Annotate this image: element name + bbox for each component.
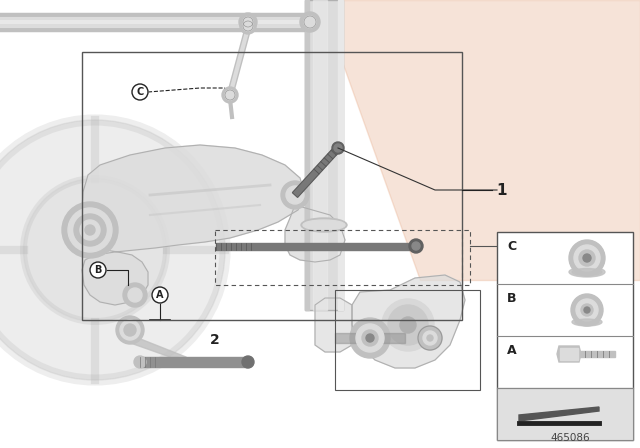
Bar: [335, 290, 480, 390]
Circle shape: [579, 250, 595, 266]
Polygon shape: [140, 357, 248, 367]
Polygon shape: [82, 145, 305, 305]
Circle shape: [240, 18, 256, 34]
Circle shape: [581, 304, 593, 316]
Ellipse shape: [575, 319, 599, 325]
Bar: [305, 0, 343, 310]
Circle shape: [116, 316, 144, 344]
Circle shape: [569, 240, 605, 276]
Polygon shape: [285, 205, 345, 262]
Polygon shape: [122, 338, 186, 367]
Ellipse shape: [301, 218, 347, 232]
Circle shape: [576, 299, 598, 321]
Circle shape: [239, 13, 257, 31]
Polygon shape: [557, 346, 581, 362]
Circle shape: [243, 21, 253, 31]
Circle shape: [225, 90, 235, 100]
Circle shape: [62, 202, 118, 258]
Ellipse shape: [572, 268, 602, 276]
Text: 1: 1: [496, 182, 506, 198]
Bar: [305, 0, 343, 310]
Bar: [313, 0, 327, 310]
Circle shape: [334, 144, 342, 152]
Bar: [497, 232, 633, 440]
Circle shape: [332, 142, 344, 154]
Circle shape: [242, 356, 254, 368]
Bar: [82, 52, 462, 320]
Circle shape: [286, 186, 304, 204]
Polygon shape: [216, 242, 412, 250]
Circle shape: [412, 242, 420, 250]
Circle shape: [571, 294, 603, 326]
Polygon shape: [352, 275, 465, 368]
Bar: [215, 230, 470, 285]
Circle shape: [300, 12, 320, 32]
Polygon shape: [320, 0, 640, 280]
Circle shape: [418, 326, 442, 350]
Circle shape: [409, 239, 423, 253]
Text: 2: 2: [210, 333, 220, 347]
Ellipse shape: [572, 318, 602, 326]
Circle shape: [124, 324, 136, 336]
Circle shape: [90, 262, 106, 278]
Text: C: C: [507, 240, 516, 253]
Circle shape: [427, 335, 433, 341]
Polygon shape: [315, 298, 352, 352]
Circle shape: [304, 16, 316, 28]
Circle shape: [120, 320, 140, 340]
Circle shape: [583, 254, 591, 262]
Circle shape: [423, 331, 437, 345]
Text: B: B: [94, 265, 102, 275]
Polygon shape: [519, 407, 599, 421]
Bar: [335, 333, 405, 343]
Circle shape: [281, 181, 309, 209]
Text: A: A: [507, 344, 516, 357]
Bar: [338, 0, 343, 310]
Polygon shape: [292, 146, 340, 198]
Circle shape: [243, 17, 253, 27]
Circle shape: [574, 245, 600, 271]
Polygon shape: [560, 348, 578, 360]
Bar: [579, 351, 615, 357]
Circle shape: [0, 120, 225, 380]
Text: C: C: [136, 87, 143, 97]
Ellipse shape: [569, 267, 605, 277]
Circle shape: [382, 299, 434, 351]
Circle shape: [350, 318, 390, 358]
Circle shape: [222, 87, 238, 103]
Circle shape: [128, 288, 142, 302]
Bar: [305, 0, 309, 310]
Circle shape: [24, 178, 166, 322]
Circle shape: [68, 208, 112, 252]
Circle shape: [85, 225, 95, 235]
Bar: [497, 388, 633, 440]
Circle shape: [366, 334, 374, 342]
Circle shape: [400, 317, 416, 333]
Circle shape: [152, 287, 168, 303]
Text: B: B: [507, 292, 516, 305]
Circle shape: [80, 220, 100, 240]
Circle shape: [584, 307, 590, 313]
Bar: [497, 388, 633, 440]
Circle shape: [362, 330, 378, 346]
Circle shape: [388, 305, 428, 345]
Circle shape: [134, 356, 146, 368]
Circle shape: [132, 84, 148, 100]
Circle shape: [356, 324, 384, 352]
Text: 465086: 465086: [550, 433, 590, 443]
Circle shape: [123, 283, 147, 307]
Text: A: A: [156, 290, 164, 300]
Ellipse shape: [303, 220, 345, 230]
Circle shape: [74, 214, 106, 246]
